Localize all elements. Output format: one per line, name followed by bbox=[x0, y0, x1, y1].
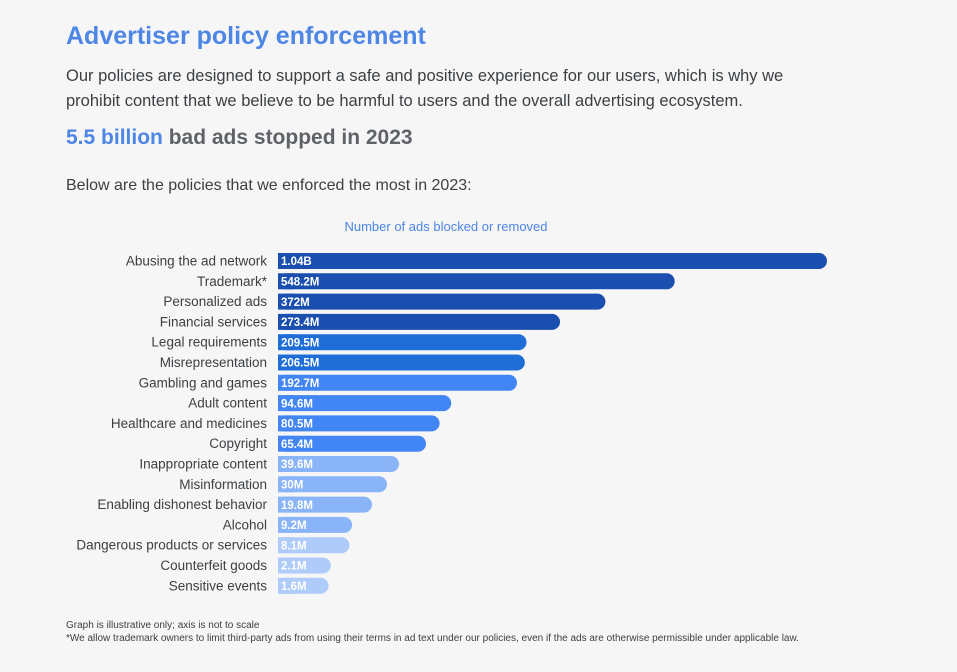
bar-row: Financial services 273.4M bbox=[160, 313, 561, 330]
bar-row: Healthcare and medicines 80.5M bbox=[111, 415, 440, 432]
bar-row: Gambling and games 192.7M bbox=[139, 374, 517, 391]
bar-value-label: 372M bbox=[281, 297, 310, 309]
bar-left-edge bbox=[278, 354, 294, 371]
bar-value-label: 65.4M bbox=[281, 439, 313, 451]
bar-left-edge bbox=[278, 456, 294, 472]
bar-left-edge bbox=[278, 557, 294, 574]
category-label: Personalized ads bbox=[163, 294, 267, 309]
bar-value-label: 206.5M bbox=[281, 358, 319, 370]
category-label: Financial services bbox=[160, 314, 268, 329]
bar-left-edge bbox=[278, 395, 294, 412]
bar-value-label: 8.1M bbox=[281, 540, 307, 552]
bar-value-label: 30M bbox=[281, 480, 303, 492]
bar-left-edge bbox=[278, 415, 294, 432]
bar-row: Alcohol 9.2M bbox=[223, 516, 353, 533]
page-title: Advertiser policy enforcement bbox=[66, 22, 426, 50]
bar-value-label: 548.2M bbox=[281, 277, 319, 289]
bar bbox=[278, 334, 527, 351]
bar-row: Misinformation 30M bbox=[179, 476, 387, 493]
headline-stat-highlight: 5.5 billion bbox=[66, 126, 163, 149]
policy-bar-chart: Abusing the ad network 1.04B Trademark* 548… bbox=[76, 253, 827, 594]
scale-note: Graph is illustrative only; axis is not … bbox=[66, 620, 260, 631]
bar-left-edge bbox=[278, 537, 294, 554]
bar bbox=[278, 273, 675, 290]
bar-row: Inappropriate content 39.6M bbox=[139, 456, 400, 472]
bar bbox=[278, 374, 517, 391]
bar-row: Copyright 65.4M bbox=[209, 435, 427, 452]
headline-stat: 5.5 billion bad ads stopped in 2023 bbox=[66, 126, 413, 150]
bar-value-label: 1.6M bbox=[281, 581, 307, 593]
bar bbox=[278, 313, 561, 330]
bar bbox=[278, 496, 373, 513]
bar-left-edge bbox=[278, 374, 294, 391]
bar bbox=[278, 537, 350, 554]
bar bbox=[278, 456, 400, 472]
bar-value-label: 9.2M bbox=[281, 520, 307, 532]
category-label: Counterfeit goods bbox=[160, 558, 267, 573]
bar-row: Enabling dishonest behavior 19.8M bbox=[97, 496, 373, 513]
bar-row: Abusing the ad network 1.04B bbox=[126, 253, 827, 269]
category-label: Adult content bbox=[188, 396, 267, 411]
headline-stat-text: bad ads stopped in 2023 bbox=[162, 126, 413, 149]
bar-row: Counterfeit goods 2.1M bbox=[160, 557, 331, 574]
category-label: Misinformation bbox=[179, 477, 267, 492]
bar-left-edge bbox=[278, 334, 294, 351]
category-label: Misrepresentation bbox=[160, 355, 267, 370]
bar bbox=[278, 415, 440, 432]
bar-value-label: 1.04B bbox=[281, 256, 312, 268]
category-label: Dangerous products or services bbox=[76, 538, 267, 553]
category-label: Trademark* bbox=[197, 274, 268, 289]
page-description: Our policies are designed to support a s… bbox=[66, 67, 784, 110]
category-label: Abusing the ad network bbox=[126, 254, 267, 269]
bar bbox=[278, 516, 353, 533]
bar-row: Trademark* 548.2M bbox=[197, 273, 675, 290]
bar-left-edge bbox=[278, 435, 294, 452]
bar-left-edge bbox=[278, 273, 294, 290]
bar-left-edge bbox=[278, 253, 294, 269]
bar bbox=[278, 354, 525, 371]
bar-left-edge bbox=[278, 516, 294, 533]
bar-value-label: 19.8M bbox=[281, 500, 313, 512]
bar-value-label: 39.6M bbox=[281, 459, 313, 471]
bar-row: Personalized ads 372M bbox=[163, 293, 606, 310]
bar-value-label: 2.1M bbox=[281, 561, 307, 573]
bar-row: Dangerous products or services 8.1M bbox=[76, 537, 350, 554]
trademark-footnote: *We allow trademark owners to limit thir… bbox=[66, 633, 799, 644]
bar-value-label: 273.4M bbox=[281, 317, 319, 329]
bar-left-edge bbox=[278, 313, 294, 330]
bar-row: Misrepresentation 206.5M bbox=[160, 354, 525, 371]
bar-value-label: 94.6M bbox=[281, 398, 313, 410]
bar-value-label: 209.5M bbox=[281, 337, 319, 349]
bar bbox=[278, 435, 427, 452]
bar-value-label: 192.7M bbox=[281, 378, 319, 390]
bar-left-edge bbox=[278, 476, 294, 493]
bar-left-edge bbox=[278, 577, 294, 594]
category-label: Inappropriate content bbox=[139, 457, 267, 472]
bar-value-label: 80.5M bbox=[281, 419, 313, 431]
bar bbox=[278, 253, 827, 269]
bar-row: Sensitive events 1.6M bbox=[169, 577, 329, 594]
category-label: Alcohol bbox=[223, 517, 267, 532]
bar bbox=[278, 476, 387, 493]
bar bbox=[278, 293, 606, 310]
bar bbox=[278, 395, 452, 412]
category-label: Legal requirements bbox=[151, 335, 267, 350]
category-label: Gambling and games bbox=[139, 375, 268, 390]
footnotes: Graph is illustrative only; axis is not … bbox=[66, 619, 799, 645]
bar-row: Adult content 94.6M bbox=[188, 395, 452, 412]
chart-intro: Below are the policies that we enforced … bbox=[66, 177, 472, 194]
chart-title: Number of ads blocked or removed bbox=[344, 219, 548, 234]
bar-left-edge bbox=[278, 293, 294, 310]
category-label: Healthcare and medicines bbox=[111, 416, 267, 431]
bar-left-edge bbox=[278, 496, 294, 513]
category-label: Copyright bbox=[209, 436, 267, 451]
category-label: Enabling dishonest behavior bbox=[97, 497, 267, 512]
category-label: Sensitive events bbox=[169, 578, 268, 593]
bar-row: Legal requirements 209.5M bbox=[151, 334, 527, 351]
